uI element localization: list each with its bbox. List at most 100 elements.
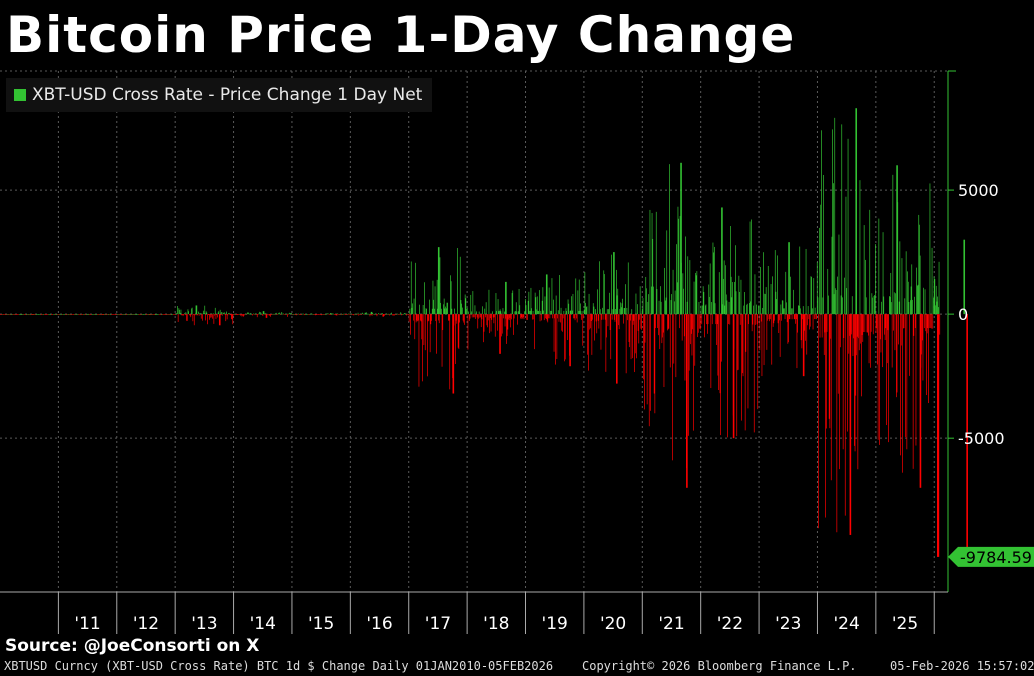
bar [529,310,531,315]
bar [410,261,412,315]
bar [539,314,541,322]
bar [764,293,766,315]
bar [520,314,521,319]
bar [637,304,638,315]
bar [603,270,605,315]
bar [837,276,838,315]
bar [255,313,257,315]
bar [509,314,511,318]
chart-title: Bitcoin Price 1-Day Change [6,6,796,64]
bar [487,314,488,328]
bar [562,314,564,319]
bar [776,299,777,315]
bar [90,314,91,315]
bar [625,314,627,374]
bar [837,314,839,394]
bar-peak-up [963,239,966,315]
bar [648,314,650,427]
bar [514,311,516,315]
bar [436,314,437,354]
bar [33,314,35,315]
bar [655,211,657,315]
bar [873,296,875,315]
bar [430,314,432,325]
bar [702,305,703,315]
bar [140,314,142,315]
bar [123,314,125,315]
bar [894,314,896,351]
bar [291,313,292,315]
bar-peak-down [966,314,968,557]
bar [927,314,929,329]
bar [612,309,614,315]
bar [823,314,825,355]
bar [4,314,5,315]
bar [665,297,667,315]
bar [338,314,340,315]
bar [364,313,365,315]
bar [49,314,51,315]
bar [795,314,796,324]
bar [510,314,511,328]
bar [868,314,870,364]
bar-peak-up [20,314,23,315]
bar [19,314,21,315]
bar [353,314,355,316]
bar [324,314,326,315]
bar [445,306,446,315]
bar [427,314,429,322]
bar [290,313,292,315]
bar [490,314,491,319]
x-tick-label: '19 [542,614,568,634]
bar [439,257,441,315]
bar [2,314,4,315]
bar [228,312,230,315]
bar [765,287,767,315]
bar [782,300,784,315]
bar [661,314,663,344]
bar [141,314,143,315]
bar [699,314,700,329]
bar [389,314,390,316]
bar [224,312,225,315]
bar [273,313,274,315]
bar [783,308,784,315]
bar-peak-down [732,314,735,439]
bar [56,314,57,315]
bar [476,314,478,318]
bar [670,300,672,315]
bar [354,313,355,315]
bar [585,306,587,315]
bar [448,314,449,321]
bar [711,302,712,315]
bars [0,108,968,557]
bar [84,314,86,315]
y-tick-label: -5000 [958,429,1005,448]
bar [888,314,889,443]
bar [826,314,828,332]
bar [365,312,367,315]
bar [935,305,936,315]
x-tick-label: '21 [658,614,684,634]
bar [772,314,774,327]
bar [807,314,808,326]
bar [76,314,77,315]
bar [50,314,52,315]
bar [580,303,581,315]
bar [870,314,872,332]
bar [305,314,306,315]
bar [446,302,448,315]
bar [802,314,803,320]
bar [116,314,117,315]
bar [543,310,544,315]
bar [584,272,586,315]
bar [111,314,112,315]
bar [665,300,666,315]
bar [421,314,423,340]
bar [213,314,215,324]
bar [69,314,70,315]
bar [849,314,850,336]
bar [450,281,452,315]
bar [592,303,594,315]
bar [552,314,553,319]
